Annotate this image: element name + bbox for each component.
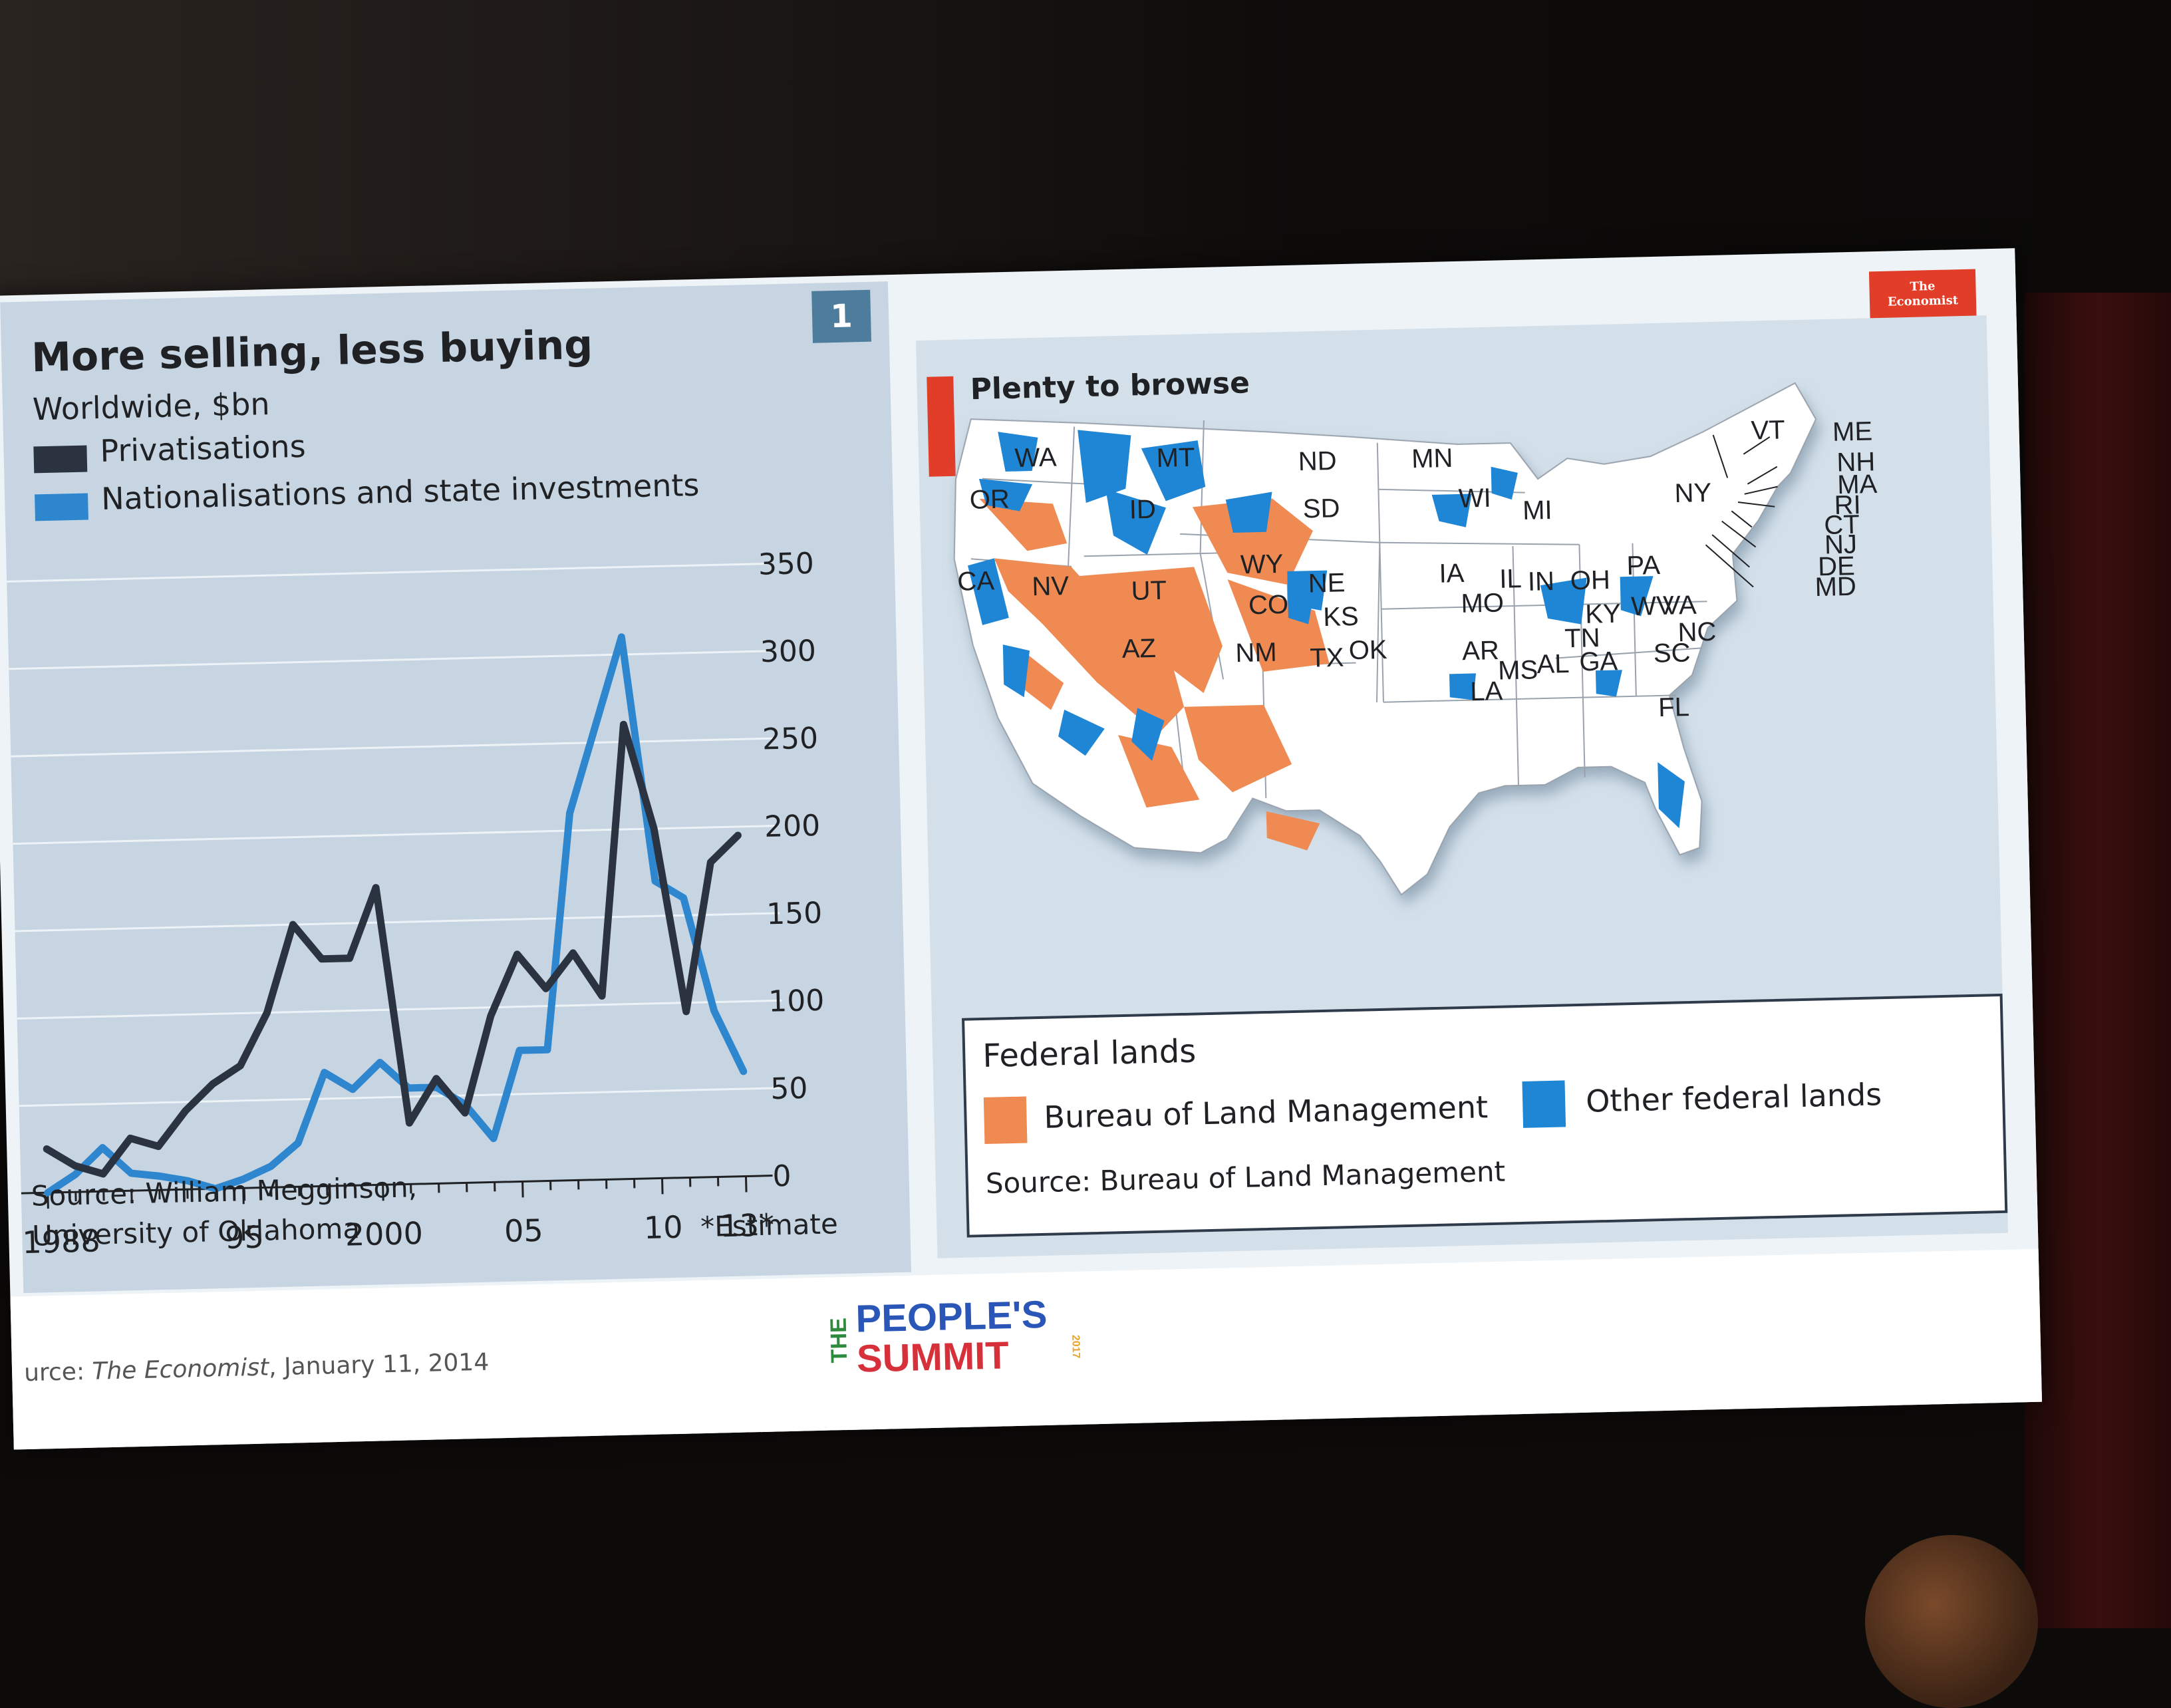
state-label-tx: TX: [1310, 643, 1344, 673]
state-label-va: VA: [1663, 591, 1697, 621]
y-tick-label: 350: [758, 547, 814, 582]
state-label-ut: UT: [1131, 576, 1167, 606]
state-label-ny: NY: [1674, 478, 1712, 508]
y-tick-label: 0: [772, 1159, 792, 1194]
state-label-mi: MI: [1522, 496, 1552, 525]
y-tick-label: 50: [770, 1071, 808, 1106]
stage-curtain: [2025, 293, 2171, 1628]
state-label-wy: WY: [1240, 549, 1283, 580]
state-label-az: AZ: [1121, 634, 1156, 664]
series-line-privatisations: [37, 722, 746, 1175]
legend-swatch-other: [1522, 1080, 1566, 1127]
state-label-ms: MS: [1498, 655, 1538, 685]
x-tick-label: 05: [504, 1212, 543, 1249]
estimate-footnote: *Estimate: [700, 1207, 839, 1243]
y-tick-label: 100: [768, 984, 825, 1019]
x-tick-label: 10: [643, 1209, 683, 1246]
state-label-ca: CA: [957, 566, 995, 596]
state-label-wi: WI: [1458, 484, 1491, 513]
state-label-oh: OH: [1570, 565, 1610, 595]
gridline-250: [11, 738, 776, 756]
state-label-ok: OK: [1348, 635, 1387, 665]
legend-label-other: Other federal lands: [1586, 1076, 1882, 1119]
state-label-in: IN: [1527, 567, 1554, 597]
state-label-ne: NE: [1308, 568, 1346, 598]
state-label-mn: MN: [1411, 444, 1453, 474]
state-label-or: OR: [969, 484, 1010, 514]
gridline-100: [17, 1000, 782, 1018]
audience-head: [1865, 1535, 2038, 1708]
legend-swatch-blm: [984, 1097, 1028, 1144]
state-label-vt: VT: [1751, 415, 1785, 445]
state-label-nm: NM: [1235, 638, 1277, 668]
legend-title: Federal lands: [982, 1032, 1197, 1075]
state-label-al: AL: [1536, 649, 1570, 679]
state-label-fl: FL: [1658, 692, 1690, 722]
y-tick-label: 150: [766, 896, 823, 931]
gridline-350: [7, 563, 772, 581]
state-label-co: CO: [1248, 590, 1289, 620]
state-label-pa: PA: [1626, 551, 1661, 581]
gridline-300: [9, 651, 774, 669]
state-label-sd: SD: [1302, 494, 1340, 523]
state-label-ar: AR: [1462, 636, 1500, 666]
x-tick: [662, 1178, 663, 1194]
y-tick-label: 250: [762, 722, 818, 757]
state-label-la: LA: [1470, 676, 1503, 706]
state-label-sc: SC: [1653, 638, 1691, 668]
state-label-id: ID: [1129, 495, 1156, 525]
projection-screen: 1 More selling, less buying Worldwide, $…: [0, 248, 2042, 1449]
y-tick-label: 200: [764, 809, 821, 844]
gridline-150: [15, 913, 780, 931]
series-line-nationalisations: [35, 635, 746, 1193]
y-tick-label: 300: [760, 634, 816, 669]
state-label-me: ME: [1832, 416, 1873, 446]
state-label-nv: NV: [1032, 571, 1070, 601]
state-label-wa: WA: [1014, 443, 1057, 473]
state-label-mo: MO: [1461, 588, 1504, 619]
state-label-mt: MT: [1156, 443, 1195, 473]
state-label-ia: IA: [1439, 559, 1465, 589]
state-label-ks: KS: [1323, 602, 1359, 632]
gridline-200: [13, 825, 778, 843]
state-label-nd: ND: [1298, 446, 1337, 476]
state-label-ga: GA: [1579, 646, 1618, 676]
state-label-md: MD: [1814, 572, 1856, 602]
